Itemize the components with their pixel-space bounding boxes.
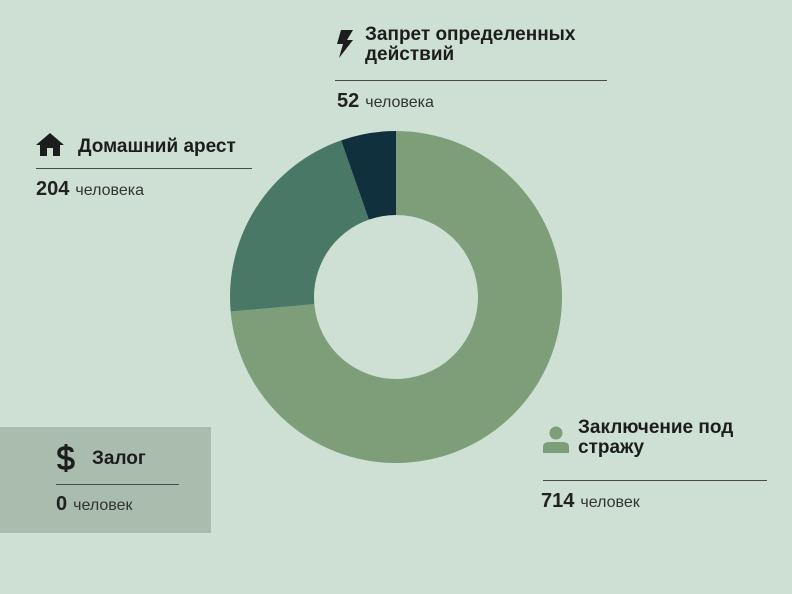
person-icon — [543, 426, 569, 453]
donut-segment — [230, 131, 563, 463]
divider — [335, 80, 607, 81]
house-icon — [36, 133, 64, 156]
category-label: Залог — [92, 448, 146, 469]
value-row: 714 человек — [541, 490, 640, 513]
unit-label: человека — [365, 94, 434, 111]
divider — [36, 168, 252, 169]
donut-segment — [341, 131, 396, 220]
value-label: 204 — [36, 178, 70, 200]
highlight-box — [0, 427, 211, 533]
value-row: 52 человека — [337, 90, 434, 113]
category-label: Заключение под стражу — [578, 417, 734, 458]
value-label: 0 — [56, 493, 68, 515]
value-row: 204 человека — [36, 178, 144, 201]
unit-label: человек — [73, 497, 133, 514]
category-label: Запрет определенных действий — [365, 24, 576, 65]
dollar-icon — [57, 444, 75, 472]
value-label: 714 — [541, 490, 575, 512]
value-row: 0 человек — [56, 493, 132, 516]
unit-label: человека — [75, 182, 144, 199]
bolt-icon — [337, 30, 353, 58]
unit-label: человек — [580, 494, 640, 511]
divider — [543, 480, 767, 481]
donut-segment — [230, 140, 369, 312]
value-label: 52 — [337, 90, 360, 112]
divider — [56, 484, 179, 485]
category-label: Домашний арест — [78, 136, 236, 157]
